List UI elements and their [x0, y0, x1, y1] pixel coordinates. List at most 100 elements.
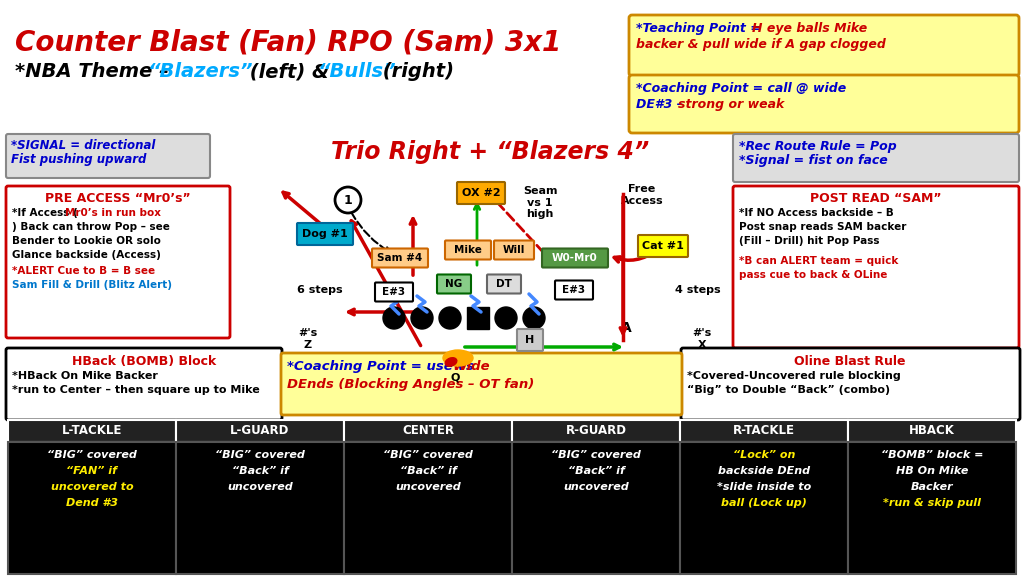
- Circle shape: [335, 187, 361, 213]
- Text: “Blazers”: “Blazers”: [148, 62, 254, 81]
- FancyBboxPatch shape: [437, 275, 471, 294]
- FancyBboxPatch shape: [629, 15, 1019, 76]
- Bar: [8, 442, 176, 574]
- FancyBboxPatch shape: [6, 348, 282, 420]
- Text: ) Back can throw Pop – see: ) Back can throw Pop – see: [12, 222, 170, 232]
- Text: backside DEnd: backside DEnd: [718, 466, 810, 476]
- Text: #'s
Z: #'s Z: [298, 328, 317, 350]
- Bar: [8, 420, 176, 442]
- Text: E#3: E#3: [562, 285, 586, 295]
- Text: R-TACKLE: R-TACKLE: [733, 425, 795, 438]
- Bar: [344, 420, 512, 442]
- Text: “FAN” if: “FAN” if: [67, 466, 118, 476]
- Text: (right): (right): [376, 62, 454, 81]
- FancyBboxPatch shape: [517, 329, 543, 351]
- Text: Mike: Mike: [454, 245, 482, 255]
- Bar: [512, 420, 680, 442]
- Text: *B can ALERT team = quick: *B can ALERT team = quick: [739, 256, 898, 266]
- Text: L-TACKLE: L-TACKLE: [61, 425, 122, 438]
- Text: *run & skip pull: *run & skip pull: [883, 498, 981, 508]
- Text: uncovered: uncovered: [563, 482, 629, 492]
- FancyBboxPatch shape: [445, 241, 490, 260]
- Text: “Big” to Double “Back” (combo): “Big” to Double “Back” (combo): [687, 385, 890, 395]
- Bar: [344, 442, 512, 574]
- Text: CENTER: CENTER: [402, 425, 454, 438]
- Text: “BIG” covered: “BIG” covered: [551, 450, 641, 460]
- Text: *run to Center – then square up to Mike: *run to Center – then square up to Mike: [12, 385, 260, 395]
- Text: Glance backside (Access): Glance backside (Access): [12, 250, 161, 260]
- Text: *SIGNAL = directional: *SIGNAL = directional: [11, 139, 156, 152]
- Text: H eye balls Mike: H eye balls Mike: [752, 22, 867, 35]
- Text: “BIG” covered: “BIG” covered: [47, 450, 137, 460]
- Text: POST READ “SAM”: POST READ “SAM”: [810, 192, 942, 205]
- Text: ball (Lock up): ball (Lock up): [721, 498, 807, 508]
- Text: 4 steps: 4 steps: [675, 285, 721, 295]
- Text: DEnds (Blocking Angles – OT fan): DEnds (Blocking Angles – OT fan): [287, 378, 535, 391]
- Text: “Back” if: “Back” if: [231, 466, 289, 476]
- FancyBboxPatch shape: [281, 353, 682, 415]
- Circle shape: [383, 307, 406, 329]
- FancyBboxPatch shape: [375, 282, 413, 301]
- Text: Dog #1: Dog #1: [302, 229, 348, 239]
- Circle shape: [495, 307, 517, 329]
- FancyBboxPatch shape: [555, 281, 593, 300]
- Circle shape: [439, 307, 461, 329]
- FancyBboxPatch shape: [542, 248, 608, 267]
- Text: Cat #1: Cat #1: [642, 241, 684, 251]
- Text: Will: Will: [503, 245, 525, 255]
- Bar: [680, 442, 848, 574]
- Text: (left) &: (left) &: [243, 62, 336, 81]
- Text: “BIG” covered: “BIG” covered: [215, 450, 305, 460]
- Text: *slide inside to: *slide inside to: [717, 482, 811, 492]
- Text: Fist pushing upward: Fist pushing upward: [11, 153, 146, 166]
- Text: DT: DT: [496, 279, 512, 289]
- Text: HBACK: HBACK: [909, 425, 955, 438]
- Text: “Lock” on: “Lock” on: [733, 450, 796, 460]
- Text: *HBack On Mike Backer: *HBack On Mike Backer: [12, 371, 158, 381]
- FancyBboxPatch shape: [297, 223, 353, 245]
- Text: HBack (BOMB) Block: HBack (BOMB) Block: [72, 355, 216, 368]
- Text: R-GUARD: R-GUARD: [565, 425, 627, 438]
- Text: OX #2: OX #2: [462, 188, 501, 198]
- FancyBboxPatch shape: [372, 248, 428, 267]
- Text: HB On Mike: HB On Mike: [896, 466, 968, 476]
- Text: Free
Access: Free Access: [621, 184, 664, 206]
- Text: strong or weak: strong or weak: [678, 98, 784, 111]
- Text: DE#3 –: DE#3 –: [636, 98, 687, 111]
- Bar: [848, 442, 1016, 574]
- Circle shape: [523, 307, 545, 329]
- FancyBboxPatch shape: [629, 75, 1019, 133]
- Text: *If NO Access backside – B: *If NO Access backside – B: [739, 208, 894, 218]
- Text: Sam #4: Sam #4: [378, 253, 423, 263]
- FancyBboxPatch shape: [494, 241, 534, 260]
- Text: A: A: [621, 321, 632, 335]
- Ellipse shape: [445, 358, 457, 366]
- Circle shape: [411, 307, 433, 329]
- Text: W0-Mr0: W0-Mr0: [552, 253, 598, 263]
- Text: *Signal = fist on face: *Signal = fist on face: [739, 154, 888, 167]
- Text: Sam Fill & Drill (Blitz Alert): Sam Fill & Drill (Blitz Alert): [12, 280, 172, 290]
- Text: 6 steps: 6 steps: [297, 285, 343, 295]
- Text: Mr0’s in run box: Mr0’s in run box: [65, 208, 161, 218]
- Text: Post snap reads SAM backer: Post snap reads SAM backer: [739, 222, 906, 232]
- Text: Counter Blast (Fan) RPO (Sam) 3x1: Counter Blast (Fan) RPO (Sam) 3x1: [15, 28, 561, 56]
- Text: L-GUARD: L-GUARD: [230, 425, 290, 438]
- FancyBboxPatch shape: [457, 182, 505, 204]
- FancyBboxPatch shape: [681, 348, 1020, 420]
- Bar: [467, 307, 489, 329]
- Text: *Coaching Point = use vs: *Coaching Point = use vs: [287, 360, 478, 373]
- Text: “Back” if: “Back” if: [567, 466, 625, 476]
- Text: H: H: [525, 335, 535, 345]
- Text: “Bulls”: “Bulls”: [318, 62, 396, 81]
- Bar: [680, 420, 848, 442]
- Text: Backer: Backer: [910, 482, 953, 492]
- Bar: [512, 442, 680, 574]
- Text: *Rec Route Rule = Pop: *Rec Route Rule = Pop: [739, 140, 897, 153]
- Text: Bender to Lookie OR solo: Bender to Lookie OR solo: [12, 236, 161, 246]
- FancyBboxPatch shape: [6, 134, 210, 178]
- Text: Seam
vs 1
high: Seam vs 1 high: [522, 186, 557, 219]
- Ellipse shape: [443, 350, 473, 366]
- Text: Wide: Wide: [453, 360, 490, 373]
- Text: pass cue to back & OLine: pass cue to back & OLine: [739, 270, 888, 280]
- Text: Q: Q: [451, 372, 460, 382]
